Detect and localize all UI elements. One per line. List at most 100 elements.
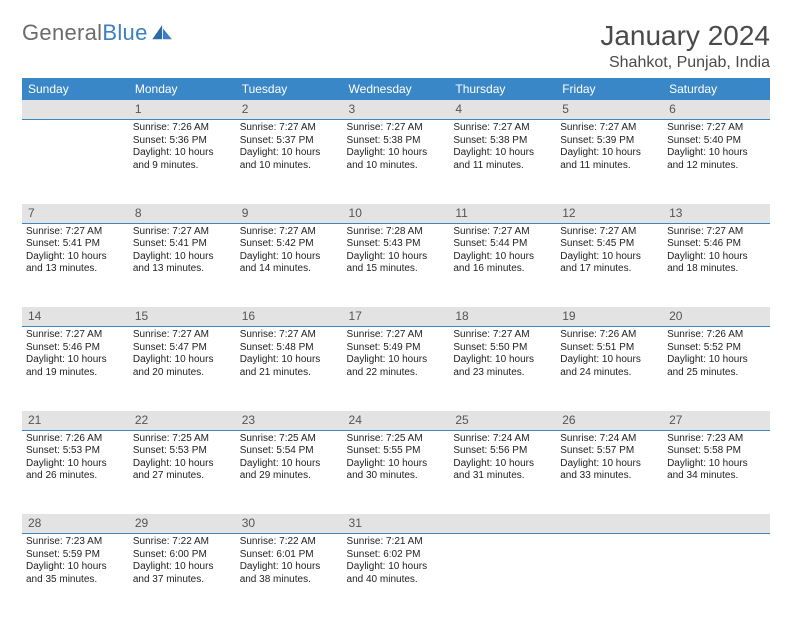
logo-word1: General	[22, 20, 102, 45]
day-cell	[663, 534, 770, 618]
day-cell: Sunrise: 7:27 AMSunset: 5:40 PMDaylight:…	[663, 120, 770, 204]
day-number: 18	[449, 307, 556, 327]
day-number	[556, 514, 663, 534]
day-cell-text: Sunrise: 7:24 AMSunset: 5:57 PMDaylight:…	[560, 433, 659, 483]
day-cell-text: Sunrise: 7:27 AMSunset: 5:39 PMDaylight:…	[560, 122, 659, 172]
day-number: 5	[556, 100, 663, 120]
day-cell-text: Sunrise: 7:27 AMSunset: 5:45 PMDaylight:…	[560, 226, 659, 276]
day-cell: Sunrise: 7:25 AMSunset: 5:54 PMDaylight:…	[236, 430, 343, 514]
location: Shahkot, Punjab, India	[600, 54, 770, 72]
day-cell-text: Sunrise: 7:26 AMSunset: 5:51 PMDaylight:…	[560, 329, 659, 379]
day-number: 31	[343, 514, 450, 534]
weekday-header: Wednesday	[343, 78, 450, 100]
weekday-header: Saturday	[663, 78, 770, 100]
day-number: 13	[663, 204, 770, 224]
day-number: 30	[236, 514, 343, 534]
day-cell: Sunrise: 7:22 AMSunset: 6:00 PMDaylight:…	[129, 534, 236, 618]
day-number	[22, 100, 129, 120]
day-number: 8	[129, 204, 236, 224]
day-number	[663, 514, 770, 534]
weekday-header: Monday	[129, 78, 236, 100]
day-cell: Sunrise: 7:27 AMSunset: 5:50 PMDaylight:…	[449, 327, 556, 411]
day-number: 28	[22, 514, 129, 534]
day-cell-text: Sunrise: 7:26 AMSunset: 5:36 PMDaylight:…	[133, 122, 232, 172]
day-cell-text: Sunrise: 7:25 AMSunset: 5:54 PMDaylight:…	[240, 433, 339, 483]
day-number: 17	[343, 307, 450, 327]
day-cell-text: Sunrise: 7:27 AMSunset: 5:37 PMDaylight:…	[240, 122, 339, 172]
day-number: 27	[663, 411, 770, 431]
day-number: 22	[129, 411, 236, 431]
day-number: 14	[22, 307, 129, 327]
day-cell: Sunrise: 7:21 AMSunset: 6:02 PMDaylight:…	[343, 534, 450, 618]
day-content-row: Sunrise: 7:23 AMSunset: 5:59 PMDaylight:…	[22, 534, 770, 618]
day-number-row: 14151617181920	[22, 307, 770, 327]
day-cell: Sunrise: 7:27 AMSunset: 5:39 PMDaylight:…	[556, 120, 663, 204]
day-cell	[22, 120, 129, 204]
day-cell: Sunrise: 7:23 AMSunset: 5:59 PMDaylight:…	[22, 534, 129, 618]
day-cell-text: Sunrise: 7:27 AMSunset: 5:38 PMDaylight:…	[453, 122, 552, 172]
day-number: 16	[236, 307, 343, 327]
day-cell: Sunrise: 7:27 AMSunset: 5:44 PMDaylight:…	[449, 223, 556, 307]
day-number-row: 21222324252627	[22, 411, 770, 431]
day-number: 15	[129, 307, 236, 327]
day-number: 7	[22, 204, 129, 224]
logo-word2: Blue	[102, 20, 147, 45]
day-number-row: 28293031	[22, 514, 770, 534]
day-cell-text: Sunrise: 7:22 AMSunset: 6:00 PMDaylight:…	[133, 536, 232, 586]
day-number: 25	[449, 411, 556, 431]
weekday-header-row: Sunday Monday Tuesday Wednesday Thursday…	[22, 78, 770, 100]
day-cell: Sunrise: 7:27 AMSunset: 5:37 PMDaylight:…	[236, 120, 343, 204]
day-cell: Sunrise: 7:27 AMSunset: 5:48 PMDaylight:…	[236, 327, 343, 411]
day-cell-text: Sunrise: 7:27 AMSunset: 5:40 PMDaylight:…	[667, 122, 766, 172]
day-number: 26	[556, 411, 663, 431]
day-cell-text: Sunrise: 7:27 AMSunset: 5:48 PMDaylight:…	[240, 329, 339, 379]
day-number: 4	[449, 100, 556, 120]
day-cell	[449, 534, 556, 618]
day-cell-text: Sunrise: 7:28 AMSunset: 5:43 PMDaylight:…	[347, 226, 446, 276]
day-cell: Sunrise: 7:26 AMSunset: 5:53 PMDaylight:…	[22, 430, 129, 514]
day-cell-text: Sunrise: 7:27 AMSunset: 5:38 PMDaylight:…	[347, 122, 446, 172]
logo: GeneralBlue	[22, 20, 174, 46]
calendar-table: Sunday Monday Tuesday Wednesday Thursday…	[22, 78, 770, 618]
day-number: 3	[343, 100, 450, 120]
day-cell: Sunrise: 7:23 AMSunset: 5:58 PMDaylight:…	[663, 430, 770, 514]
day-cell: Sunrise: 7:27 AMSunset: 5:46 PMDaylight:…	[663, 223, 770, 307]
day-cell: Sunrise: 7:22 AMSunset: 6:01 PMDaylight:…	[236, 534, 343, 618]
day-cell-text: Sunrise: 7:26 AMSunset: 5:53 PMDaylight:…	[26, 433, 125, 483]
day-cell-text: Sunrise: 7:21 AMSunset: 6:02 PMDaylight:…	[347, 536, 446, 586]
day-cell: Sunrise: 7:24 AMSunset: 5:57 PMDaylight:…	[556, 430, 663, 514]
day-number: 10	[343, 204, 450, 224]
day-cell-text: Sunrise: 7:27 AMSunset: 5:47 PMDaylight:…	[133, 329, 232, 379]
day-cell: Sunrise: 7:27 AMSunset: 5:45 PMDaylight:…	[556, 223, 663, 307]
title-block: January 2024 Shahkot, Punjab, India	[600, 20, 770, 72]
day-cell: Sunrise: 7:26 AMSunset: 5:51 PMDaylight:…	[556, 327, 663, 411]
day-cell: Sunrise: 7:26 AMSunset: 5:36 PMDaylight:…	[129, 120, 236, 204]
day-cell-text: Sunrise: 7:27 AMSunset: 5:41 PMDaylight:…	[133, 226, 232, 276]
logo-text: GeneralBlue	[22, 20, 148, 46]
day-content-row: Sunrise: 7:27 AMSunset: 5:41 PMDaylight:…	[22, 223, 770, 307]
calendar-body: 123456Sunrise: 7:26 AMSunset: 5:36 PMDay…	[22, 100, 770, 618]
day-number: 9	[236, 204, 343, 224]
weekday-header: Sunday	[22, 78, 129, 100]
day-cell: Sunrise: 7:27 AMSunset: 5:41 PMDaylight:…	[129, 223, 236, 307]
day-cell: Sunrise: 7:27 AMSunset: 5:49 PMDaylight:…	[343, 327, 450, 411]
day-number-row: 123456	[22, 100, 770, 120]
day-number: 6	[663, 100, 770, 120]
month-title: January 2024	[600, 20, 770, 52]
day-number	[449, 514, 556, 534]
day-cell-text: Sunrise: 7:27 AMSunset: 5:42 PMDaylight:…	[240, 226, 339, 276]
day-cell-text: Sunrise: 7:26 AMSunset: 5:52 PMDaylight:…	[667, 329, 766, 379]
day-cell-text: Sunrise: 7:27 AMSunset: 5:44 PMDaylight:…	[453, 226, 552, 276]
day-cell-text: Sunrise: 7:23 AMSunset: 5:58 PMDaylight:…	[667, 433, 766, 483]
day-number: 24	[343, 411, 450, 431]
day-cell: Sunrise: 7:24 AMSunset: 5:56 PMDaylight:…	[449, 430, 556, 514]
day-content-row: Sunrise: 7:26 AMSunset: 5:53 PMDaylight:…	[22, 430, 770, 514]
day-cell: Sunrise: 7:25 AMSunset: 5:55 PMDaylight:…	[343, 430, 450, 514]
day-cell: Sunrise: 7:27 AMSunset: 5:38 PMDaylight:…	[449, 120, 556, 204]
weekday-header: Tuesday	[236, 78, 343, 100]
day-cell-text: Sunrise: 7:27 AMSunset: 5:41 PMDaylight:…	[26, 226, 125, 276]
day-cell: Sunrise: 7:25 AMSunset: 5:53 PMDaylight:…	[129, 430, 236, 514]
day-cell-text: Sunrise: 7:27 AMSunset: 5:50 PMDaylight:…	[453, 329, 552, 379]
day-number: 1	[129, 100, 236, 120]
day-content-row: Sunrise: 7:26 AMSunset: 5:36 PMDaylight:…	[22, 120, 770, 204]
